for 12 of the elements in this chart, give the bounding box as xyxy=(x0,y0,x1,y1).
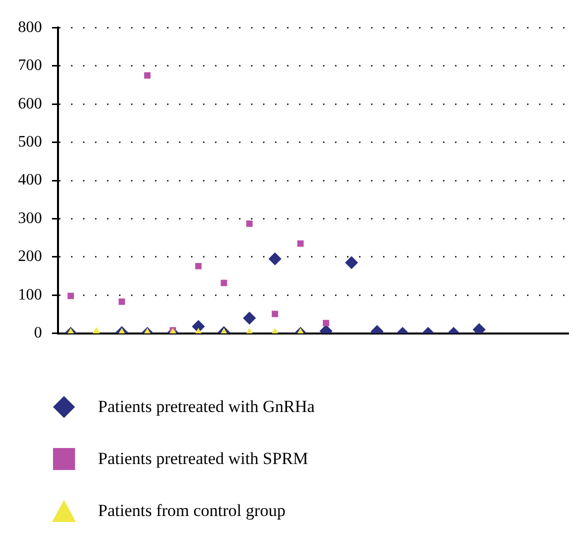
legend-label: Patients pretreated with GnRHa xyxy=(98,397,315,417)
legend-label: Patients from control group xyxy=(98,501,286,521)
y-tick-label: 500 xyxy=(18,133,42,150)
legend-label: Patients pretreated with SPRM xyxy=(98,449,308,469)
y-tick-label: 400 xyxy=(18,172,42,189)
y-tick-label: 200 xyxy=(18,248,42,266)
y-tick-label: 800 xyxy=(18,18,42,36)
y-tick-label: 600 xyxy=(18,95,42,112)
y-tick-label: 300 xyxy=(18,210,42,227)
y-tick-label: 0 xyxy=(34,324,42,342)
y-tick-label: 100 xyxy=(18,286,42,304)
y-tick-label: 700 xyxy=(18,57,42,74)
